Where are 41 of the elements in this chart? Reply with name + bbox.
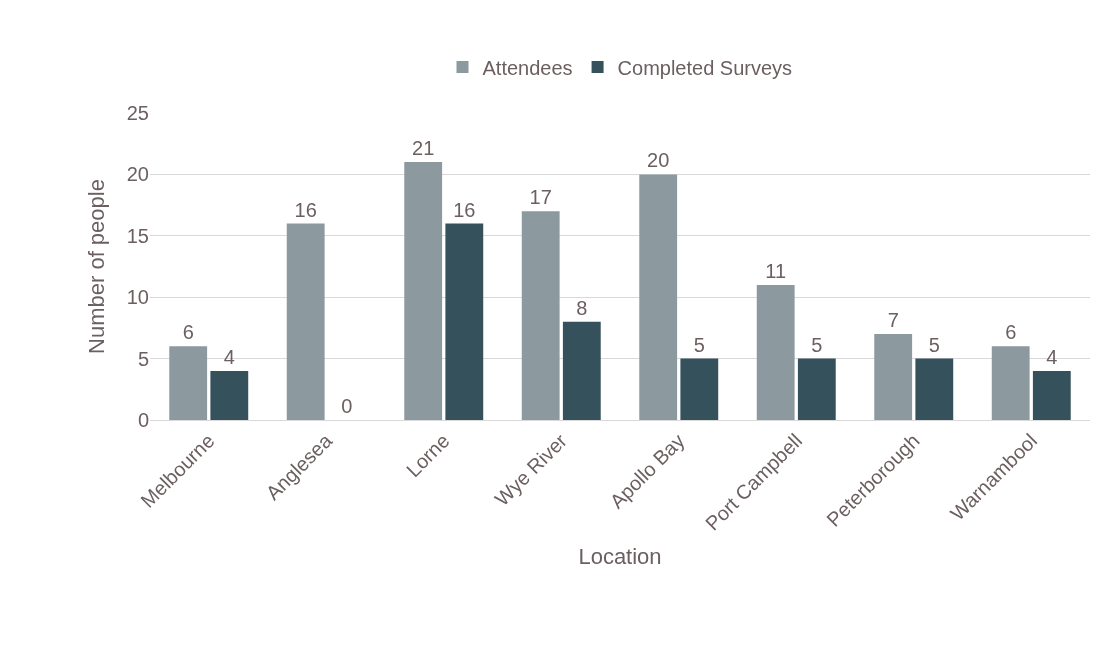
data-label: 11 [765, 259, 787, 282]
bar [562, 321, 601, 420]
y-tick-label: 20 [126, 163, 149, 186]
data-label: 4 [1046, 345, 1058, 368]
y-tick-label: 10 [126, 286, 149, 309]
data-label: 20 [647, 149, 670, 172]
data-label: 4 [223, 345, 235, 368]
bar [797, 358, 836, 420]
bar [210, 370, 249, 420]
data-label: 5 [693, 333, 705, 356]
bar [991, 346, 1030, 420]
bar [874, 334, 913, 420]
bar [915, 358, 954, 420]
data-label: 5 [928, 333, 940, 356]
y-axis-title: Number of people [83, 179, 109, 354]
bar [445, 223, 484, 420]
legend-label: Completed Surveys [617, 56, 793, 79]
y-tick-label: 0 [137, 409, 149, 431]
x-axis-title: Location [578, 543, 662, 569]
data-label: 6 [182, 321, 194, 344]
data-label: 7 [887, 309, 899, 332]
bar [521, 211, 560, 420]
bar [169, 346, 208, 420]
data-label: 6 [1005, 321, 1017, 344]
data-label: 5 [811, 333, 823, 356]
y-tick-label: 25 [126, 102, 149, 124]
bar [756, 284, 795, 420]
data-label: 16 [453, 198, 476, 221]
bar [680, 358, 719, 420]
y-tick-label: 15 [126, 224, 149, 247]
bar [286, 223, 325, 420]
data-label: 21 [412, 137, 435, 160]
bar [404, 162, 443, 420]
data-label: 0 [341, 395, 353, 417]
bar [639, 174, 678, 420]
data-label: 8 [576, 296, 588, 319]
bar [1032, 370, 1071, 420]
data-label: 16 [294, 198, 317, 221]
data-label: 17 [529, 186, 552, 209]
legend-label: Attendees [482, 56, 573, 79]
y-tick-label: 5 [137, 347, 149, 370]
